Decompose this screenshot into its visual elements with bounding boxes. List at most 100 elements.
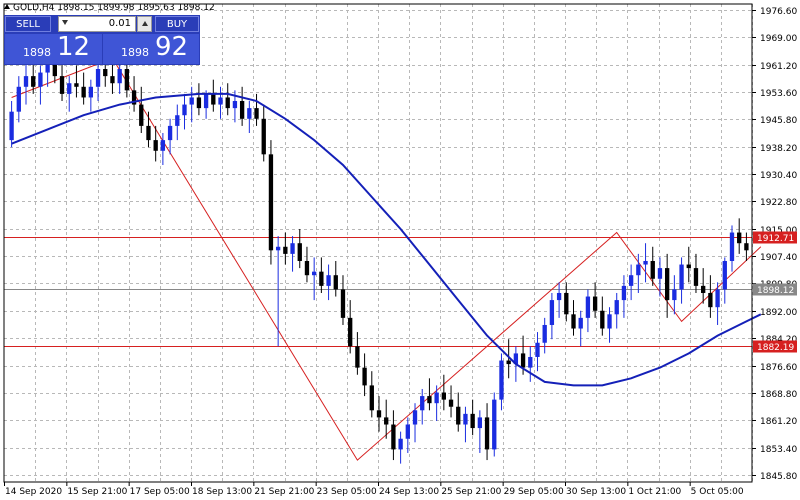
candle-bull xyxy=(722,260,727,290)
candle-bear xyxy=(376,410,382,418)
candle-bull xyxy=(67,83,72,94)
candle-bull xyxy=(182,104,187,116)
candle-bear xyxy=(146,125,151,141)
price-tick-label: 1976.60 xyxy=(760,7,797,17)
candle-bear xyxy=(225,97,230,109)
candle-bear xyxy=(355,346,360,368)
candle-bear xyxy=(196,97,202,109)
time-tick-label: 14 Sep 2020 xyxy=(5,487,62,497)
candle-bear xyxy=(153,140,158,151)
hline-price-label: 1912.71 xyxy=(757,234,794,244)
price-tick-label: 1868.80 xyxy=(760,390,797,400)
collapse-arrow-icon[interactable] xyxy=(4,4,10,9)
candle-bull xyxy=(607,314,612,329)
time-tick-label: 15 Sep 21:00 xyxy=(67,487,127,497)
price-tick-label: 1876.60 xyxy=(760,363,797,373)
hline-price-tag xyxy=(753,283,797,296)
sell-button[interactable]: SELL xyxy=(5,16,51,32)
price-tick-label: 1945.80 xyxy=(760,116,797,126)
candle-bull xyxy=(492,399,497,450)
candle-bear xyxy=(268,154,274,251)
time-tick-label: 18 Sep 13:00 xyxy=(192,487,252,497)
lot-size-input[interactable]: 0.01 xyxy=(58,16,136,32)
candle-bear xyxy=(592,296,598,311)
candle-bull xyxy=(535,342,540,357)
time-tick-label: 17 Sep 05:00 xyxy=(130,487,190,497)
candle-bear xyxy=(664,268,670,301)
candle-bull xyxy=(412,410,418,425)
candle-bull xyxy=(247,108,252,119)
hline-price-tag xyxy=(753,340,797,353)
lot-decrease-icon[interactable] xyxy=(62,20,68,25)
candle-bull xyxy=(542,324,547,343)
candle-bull xyxy=(636,264,641,276)
candle-bear xyxy=(239,101,245,119)
candle-bear xyxy=(506,360,511,365)
candle-bear xyxy=(74,83,79,87)
candle-bear xyxy=(340,289,346,318)
candle-bull xyxy=(672,289,677,301)
candle-bear xyxy=(701,285,706,293)
candle-bull xyxy=(405,424,410,439)
candle-bear xyxy=(124,69,130,91)
price-tick-label: 1853.40 xyxy=(760,445,797,455)
candle-bear xyxy=(304,260,310,276)
price-tick-label: 1915.00 xyxy=(760,226,797,236)
candle-bull xyxy=(528,356,533,368)
moving-average xyxy=(11,92,762,387)
time-tick-label: 30 Sep 13:00 xyxy=(566,487,626,497)
candle-bull xyxy=(463,413,468,425)
candle-bear xyxy=(52,61,57,77)
sell-price-big: 12 xyxy=(57,32,91,62)
horizontal-price-lines xyxy=(4,237,752,347)
candle-bear xyxy=(211,93,216,105)
candle-bear xyxy=(297,243,302,261)
hline-price-label: 1882.19 xyxy=(757,343,794,353)
candle-bull xyxy=(628,275,634,286)
candle-bear xyxy=(470,413,475,429)
candle-bull xyxy=(232,101,238,109)
candle-bull xyxy=(434,392,439,404)
candle-bull xyxy=(420,396,425,411)
candle-bull xyxy=(160,140,166,151)
candle-bear xyxy=(369,385,374,411)
candle-bull xyxy=(477,417,483,429)
chart-title-text: GOLD,H4 1898.15 1899.98 1895.63 1898.12 xyxy=(13,3,215,13)
lot-increase-icon[interactable] xyxy=(137,16,152,32)
candle-bull xyxy=(621,285,627,301)
candle-bull xyxy=(312,271,317,276)
candle-bull xyxy=(117,69,122,84)
candle-bear xyxy=(31,76,36,87)
candle-bull xyxy=(499,360,504,400)
price-tick-label: 1907.40 xyxy=(760,253,797,263)
buy-button[interactable]: BUY xyxy=(155,16,199,32)
hline-price-tag xyxy=(753,231,797,244)
sell-price[interactable]: 1898 12 xyxy=(5,32,102,64)
candle-bull xyxy=(9,111,14,141)
candle-bull xyxy=(715,289,720,308)
price-tick-label: 1884.20 xyxy=(760,335,797,345)
candle-bull xyxy=(657,268,663,279)
price-tick-label: 1938.20 xyxy=(760,144,797,154)
candle-bull xyxy=(578,317,583,329)
candle-bear xyxy=(362,367,367,386)
buy-price[interactable]: 1898 92 xyxy=(103,32,199,64)
candle-bull xyxy=(218,97,223,105)
candle-bear xyxy=(737,232,742,244)
one-click-trading-panel: SELL 0.01 BUY 1898 12 1898 92 xyxy=(4,15,200,65)
buy-price-big: 92 xyxy=(155,32,189,62)
candle-bear xyxy=(708,292,713,308)
candle-bull xyxy=(585,296,591,318)
moving-average-line xyxy=(11,92,762,387)
time-tick-label: 23 Sep 05:00 xyxy=(317,487,377,497)
candle-bear xyxy=(384,417,389,425)
price-tick-label: 1861.20 xyxy=(760,417,797,427)
chart-axes: 1976.60 1969.00 1961.20 1953.60 1945.80 1938.… xyxy=(3,3,797,497)
candle-bear xyxy=(744,243,749,251)
time-tick-label: 29 Sep 05:00 xyxy=(504,487,564,497)
candle-bear xyxy=(427,396,432,404)
candle-bear xyxy=(571,314,576,329)
price-tick-label: 1961.20 xyxy=(760,62,797,72)
price-tick-label: 1953.60 xyxy=(760,89,797,99)
